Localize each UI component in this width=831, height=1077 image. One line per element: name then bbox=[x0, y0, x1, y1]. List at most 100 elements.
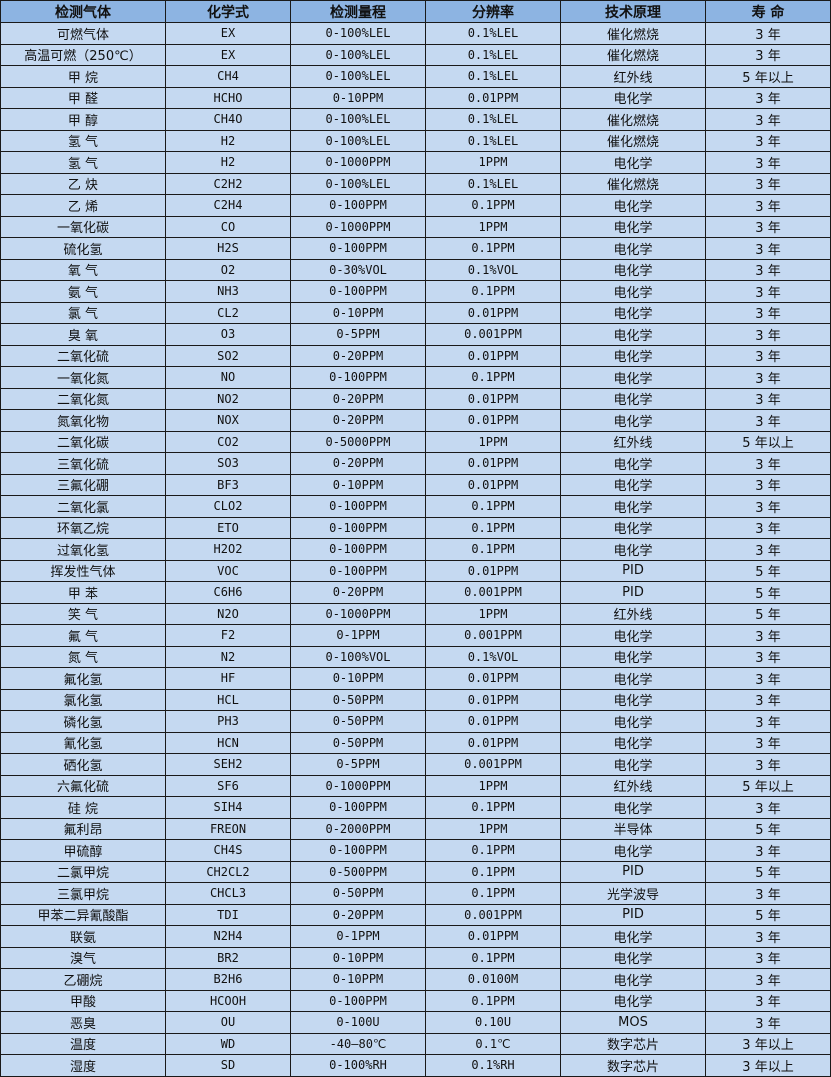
formula-cell: NH3 bbox=[165, 280, 291, 303]
gas-cell: 甲 醛 bbox=[0, 86, 166, 109]
lifetime-cell: 3 年 bbox=[705, 645, 831, 668]
table-row: 氮 气 N2 0-100%VOL 0.1%VOL 电化学 3 年 bbox=[0, 645, 831, 668]
principle-cell: 红外线 bbox=[560, 430, 706, 453]
header-row: 检测气体 化学式 检测量程 分辨率 技术原理 寿 命 bbox=[0, 0, 831, 23]
gas-cell: 甲酸 bbox=[0, 989, 166, 1012]
table-row: 臭 氧 O3 0-5PPM 0.001PPM 电化学 3 年 bbox=[0, 323, 831, 346]
gas-cell: 甲 苯 bbox=[0, 581, 166, 604]
lifetime-cell: 3 年 bbox=[705, 151, 831, 174]
formula-cell: EX bbox=[165, 22, 291, 45]
range-cell: 0-10PPM bbox=[290, 473, 426, 496]
table-row: 硒化氢 SEH2 0-5PPM 0.001PPM 电化学 3 年 bbox=[0, 753, 831, 776]
lifetime-cell: 3 年 bbox=[705, 538, 831, 561]
principle-cell: 电化学 bbox=[560, 495, 706, 518]
formula-cell: FREON bbox=[165, 817, 291, 840]
table-row: 二氧化氯 CLO2 0-100PPM 0.1PPM 电化学 3 年 bbox=[0, 495, 831, 518]
lifetime-cell: 3 年 bbox=[705, 194, 831, 217]
table-row: 氯 气 CL2 0-10PPM 0.01PPM 电化学 3 年 bbox=[0, 301, 831, 324]
formula-cell: B2H6 bbox=[165, 968, 291, 991]
gas-cell: 乙硼烷 bbox=[0, 968, 166, 991]
formula-cell: TDI bbox=[165, 903, 291, 926]
gas-cell: 氮 气 bbox=[0, 645, 166, 668]
gas-cell: 氢 气 bbox=[0, 151, 166, 174]
principle-cell: 电化学 bbox=[560, 839, 706, 862]
resolution-cell: 0.01PPM bbox=[425, 387, 561, 410]
gas-cell: 甲硫醇 bbox=[0, 839, 166, 862]
table-row: 甲硫醇 CH4S 0-100PPM 0.1PPM 电化学 3 年 bbox=[0, 839, 831, 862]
resolution-cell: 0.1PPM bbox=[425, 796, 561, 819]
resolution-cell: 0.01PPM bbox=[425, 688, 561, 711]
lifetime-cell: 3 年 bbox=[705, 710, 831, 733]
formula-cell: NO bbox=[165, 366, 291, 389]
gas-cell: 甲苯二异氰酸酯 bbox=[0, 903, 166, 926]
formula-cell: CLO2 bbox=[165, 495, 291, 518]
table-row: 甲酸 HCOOH 0-100PPM 0.1PPM 电化学 3 年 bbox=[0, 989, 831, 1012]
lifetime-cell: 3 年 bbox=[705, 129, 831, 152]
resolution-cell: 0.01PPM bbox=[425, 667, 561, 690]
principle-cell: 电化学 bbox=[560, 473, 706, 496]
table-row: 甲苯二异氰酸酯 TDI 0-20PPM 0.001PPM PID 5 年 bbox=[0, 903, 831, 926]
table-header: 检测气体 化学式 检测量程 分辨率 技术原理 寿 命 bbox=[0, 0, 831, 23]
table-row: 氟化氢 HF 0-10PPM 0.01PPM 电化学 3 年 bbox=[0, 667, 831, 690]
range-cell: 0-20PPM bbox=[290, 581, 426, 604]
principle-cell: PID bbox=[560, 581, 706, 604]
lifetime-cell: 3 年 bbox=[705, 280, 831, 303]
principle-cell: 催化燃烧 bbox=[560, 22, 706, 45]
lifetime-cell: 5 年以上 bbox=[705, 430, 831, 453]
table-row: 乙 烯 C2H4 0-100PPM 0.1PPM 电化学 3 年 bbox=[0, 194, 831, 217]
lifetime-cell: 3 年 bbox=[705, 366, 831, 389]
lifetime-cell: 3 年 bbox=[705, 688, 831, 711]
principle-cell: 电化学 bbox=[560, 194, 706, 217]
resolution-cell: 0.10U bbox=[425, 1011, 561, 1034]
formula-cell: N2H4 bbox=[165, 925, 291, 948]
principle-cell: 电化学 bbox=[560, 731, 706, 754]
table-row: 高温可燃（250℃） EX 0-100%LEL 0.1%LEL 催化燃烧 3 年 bbox=[0, 43, 831, 66]
formula-cell: CL2 bbox=[165, 301, 291, 324]
range-cell: -40—80℃ bbox=[290, 1032, 426, 1055]
resolution-cell: 0.01PPM bbox=[425, 559, 561, 582]
gas-cell: 氧 气 bbox=[0, 258, 166, 281]
principle-cell: PID bbox=[560, 559, 706, 582]
principle-cell: 电化学 bbox=[560, 237, 706, 260]
gas-cell: 温度 bbox=[0, 1032, 166, 1055]
gas-cell: 过氧化氢 bbox=[0, 538, 166, 561]
formula-cell: O2 bbox=[165, 258, 291, 281]
range-cell: 0-2000PPM bbox=[290, 817, 426, 840]
principle-cell: 红外线 bbox=[560, 602, 706, 625]
table-row: 二氧化氮 NO2 0-20PPM 0.01PPM 电化学 3 年 bbox=[0, 387, 831, 410]
range-cell: 0-1000PPM bbox=[290, 151, 426, 174]
range-cell: 0-1000PPM bbox=[290, 774, 426, 797]
principle-cell: 电化学 bbox=[560, 538, 706, 561]
range-cell: 0-10PPM bbox=[290, 667, 426, 690]
lifetime-cell: 5 年 bbox=[705, 602, 831, 625]
gas-cell: 一氧化氮 bbox=[0, 366, 166, 389]
gas-cell: 六氟化硫 bbox=[0, 774, 166, 797]
resolution-cell: 1PPM bbox=[425, 774, 561, 797]
gas-cell: 氮氧化物 bbox=[0, 409, 166, 432]
formula-cell: CO2 bbox=[165, 430, 291, 453]
formula-cell: ETO bbox=[165, 516, 291, 539]
lifetime-cell: 3 年 bbox=[705, 172, 831, 195]
lifetime-cell: 3 年以上 bbox=[705, 1054, 831, 1077]
range-cell: 0-100%LEL bbox=[290, 129, 426, 152]
gas-cell: 二氯甲烷 bbox=[0, 860, 166, 883]
resolution-cell: 0.01PPM bbox=[425, 409, 561, 432]
table-row: 笑 气 N2O 0-1000PPM 1PPM 红外线 5 年 bbox=[0, 602, 831, 625]
range-cell: 0-20PPM bbox=[290, 452, 426, 475]
range-cell: 0-20PPM bbox=[290, 903, 426, 926]
principle-cell: 电化学 bbox=[560, 452, 706, 475]
gas-cell: 甲 醇 bbox=[0, 108, 166, 131]
gas-cell: 氟利昂 bbox=[0, 817, 166, 840]
lifetime-cell: 3 年 bbox=[705, 968, 831, 991]
formula-cell: CHCL3 bbox=[165, 882, 291, 905]
principle-cell: 数字芯片 bbox=[560, 1054, 706, 1077]
gas-cell: 二氧化硫 bbox=[0, 344, 166, 367]
gas-cell: 磷化氢 bbox=[0, 710, 166, 733]
formula-cell: OU bbox=[165, 1011, 291, 1034]
gas-cell: 氢 气 bbox=[0, 129, 166, 152]
table-row: 二氯甲烷 CH2CL2 0-500PPM 0.1PPM PID 5 年 bbox=[0, 860, 831, 883]
formula-cell: SEH2 bbox=[165, 753, 291, 776]
lifetime-cell: 3 年 bbox=[705, 495, 831, 518]
gas-cell: 三氟化硼 bbox=[0, 473, 166, 496]
lifetime-cell: 3 年 bbox=[705, 43, 831, 66]
